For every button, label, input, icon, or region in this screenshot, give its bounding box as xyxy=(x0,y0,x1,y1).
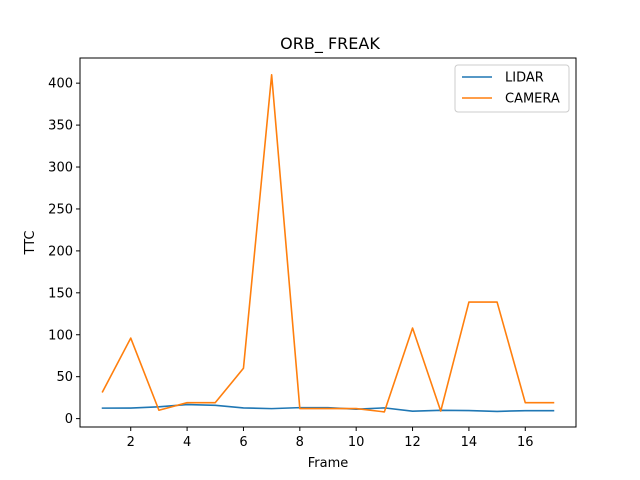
x-tick-label: 16 xyxy=(517,435,534,450)
x-tick-label: 8 xyxy=(296,435,304,450)
series-lines xyxy=(101,73,555,413)
y-axis-label: TTC xyxy=(23,231,38,256)
x-axis: 2 4 6 8 10 12 14 16 xyxy=(127,427,534,450)
plot-area-frame xyxy=(79,57,577,428)
legend: LIDAR CAMERA xyxy=(454,64,570,113)
legend-label-lidar: LIDAR xyxy=(505,71,544,86)
y-tick-label: 400 xyxy=(48,77,73,92)
y-axis: 0 50 100 150 200 250 300 350 400 xyxy=(48,77,80,427)
series-line-camera xyxy=(101,73,555,413)
y-tick-label: 250 xyxy=(48,202,73,217)
y-tick-label: 300 xyxy=(48,161,73,176)
chart-title: ORB_ FREAK xyxy=(280,34,380,54)
y-tick-label: 50 xyxy=(56,370,73,385)
legend-label-camera: CAMERA xyxy=(505,92,560,107)
x-tick-label: 4 xyxy=(183,435,191,450)
x-tick-label: 2 xyxy=(127,435,135,450)
y-tick-label: 100 xyxy=(48,328,73,343)
y-tick-label: 350 xyxy=(48,119,73,134)
y-tick-label: 0 xyxy=(65,412,73,427)
x-tick-label: 12 xyxy=(404,435,421,450)
x-tick-label: 6 xyxy=(239,435,247,450)
x-tick-label: 14 xyxy=(461,435,478,450)
x-axis-label: Frame xyxy=(308,456,349,471)
y-tick-label: 200 xyxy=(48,244,73,259)
x-tick-label: 10 xyxy=(348,435,365,450)
y-tick-label: 150 xyxy=(48,286,73,301)
